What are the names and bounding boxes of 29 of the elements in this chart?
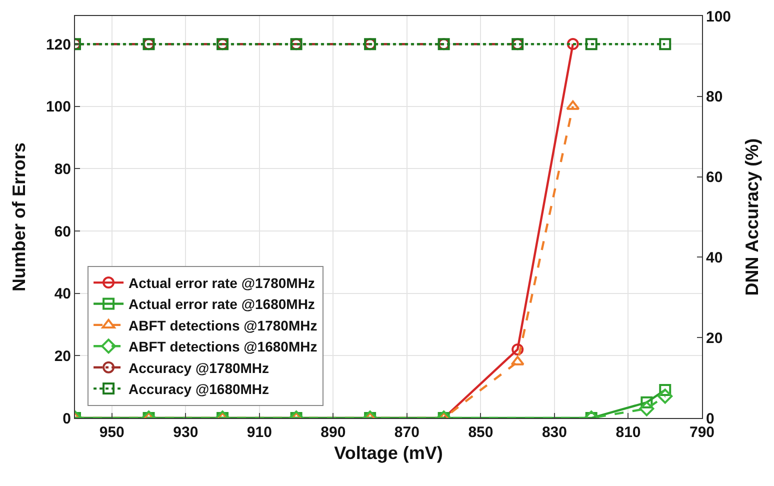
x-tick-label: 950 [99,424,124,441]
y2-tick-label: 100 [706,8,732,26]
y2-tick-label: 40 [706,249,723,266]
x-tick-label: 850 [468,424,494,441]
legend-label: Accuracy @1780MHz [128,360,270,376]
y-tick-label: 20 [54,348,71,365]
x-tick-label: 890 [320,424,346,441]
x-tick-label: 930 [173,424,198,441]
legend-label: Actual error rate @1780MHz [128,275,315,291]
y2-tick-label: 80 [706,88,723,106]
x-tick-label: 870 [394,424,420,441]
x-tick-label: 830 [542,424,567,441]
y-tick-label: 100 [46,98,71,116]
y-tick-label: 60 [54,223,71,240]
x-tick-label: 910 [246,424,272,441]
legend-label: ABFT detections @1780MHz [128,317,318,334]
y-tick-label: 80 [54,160,71,178]
y2-tick-label: 60 [706,169,723,186]
x-axis-title: Voltage (mV) [334,443,443,464]
y-tick-label: 120 [46,36,71,54]
y2-axis-title: DNN Accuracy (%) [742,138,762,296]
legend-label: Actual error rate @1680MHz [128,296,315,312]
legend-label: Accuracy @1680MHz [128,381,270,397]
y2-tick-label: 20 [706,330,723,347]
y-tick-label: 0 [62,410,71,428]
y-axis-title: Number of Errors [9,142,30,292]
y-tick-label: 40 [54,286,71,303]
legend-label: ABFT detections @1680MHz [128,338,318,355]
x-tick-label: 810 [616,424,641,441]
